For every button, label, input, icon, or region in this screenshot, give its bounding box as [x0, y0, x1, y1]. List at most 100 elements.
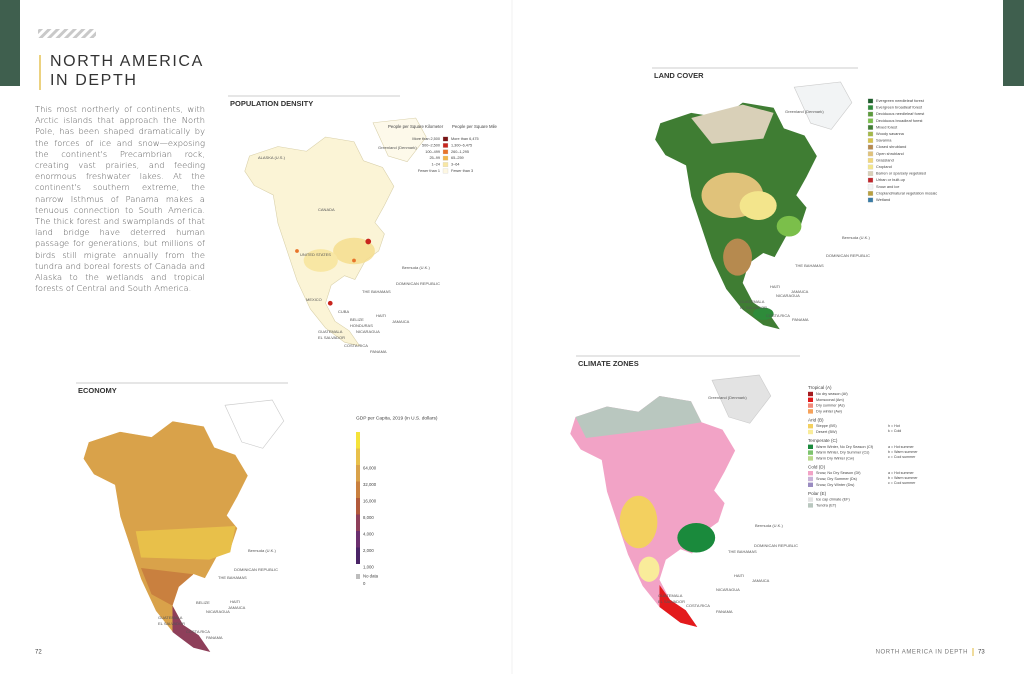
legend-label: Woody savanna	[876, 131, 905, 136]
map-label: NICARAGUA	[776, 293, 800, 298]
legend-label: More than 6,475	[451, 137, 479, 141]
map-label: JAMAICA	[392, 319, 410, 324]
map-label: HAITI	[230, 599, 240, 604]
map-label: THE BAHAMAS	[218, 575, 247, 580]
legend-label: Ice cap climate (EF)	[816, 498, 850, 502]
map-label: PANAMA	[792, 317, 809, 322]
legend-label: Dry summer (As)	[816, 404, 845, 408]
legend-note: k = Cold	[888, 429, 901, 433]
section-title: LAND COVER	[654, 71, 704, 80]
legend-label: Closed shrubland	[876, 144, 906, 149]
legend-label: 1,300–6,475	[451, 143, 472, 147]
legend-label: Steppe (BS)	[816, 424, 837, 428]
map-label: Bermuda (U.K.)	[402, 265, 430, 270]
legend-swatch	[867, 131, 874, 137]
legend-swatch	[867, 197, 874, 203]
legend-swatch	[867, 124, 874, 130]
legend-group: Polar (E)	[808, 491, 827, 496]
map-label: PANAMA	[370, 349, 387, 354]
map-label: COSTA RICA	[686, 603, 710, 608]
legend-group: Cold (D)	[808, 464, 826, 469]
map-label: DOMINICAN REPUBLIC	[234, 567, 278, 572]
legend-swatch	[442, 162, 449, 167]
legend-label: Barren or sparsely vegetated	[876, 171, 926, 176]
legend-label: Warm Winter, Dry Summer (Cs)	[816, 451, 870, 455]
legend-swatch	[808, 471, 813, 476]
edge-tab	[0, 0, 20, 86]
running-head: NORTH AMERICA IN DEPTH	[876, 650, 968, 656]
legend-swatch	[808, 429, 813, 435]
title: IN DEPTH	[50, 72, 137, 89]
map-label: Bermuda (U.K.)	[755, 523, 783, 528]
map-label: BELIZE	[196, 600, 210, 605]
legend-label: Snow, No Dry Season (Df)	[816, 471, 861, 475]
legend-label: 1–24	[432, 163, 440, 167]
map-label: GUATEMALA	[740, 299, 765, 304]
legend-label: Desert (BW)	[816, 430, 838, 434]
legend-label: 8,000	[363, 515, 374, 520]
map-label: GUATEMALA	[658, 593, 683, 598]
legend-label: 1,000	[363, 565, 374, 570]
legend-swatch	[442, 136, 449, 142]
legend-label: 16,000	[363, 499, 377, 504]
legend-swatch	[867, 171, 874, 177]
legend-swatch	[867, 111, 874, 117]
legend-label: Snow, Dry Winter (Dw)	[816, 483, 855, 487]
map-label: Greenland (Denmark)	[708, 395, 747, 400]
legend-label: Monsoonal (Am)	[816, 398, 845, 402]
section-title: POPULATION DENSITY	[230, 99, 313, 108]
legend-group: Temperate (C)	[808, 438, 838, 443]
legend-label: Tundra (ET)	[816, 503, 837, 507]
legend-swatch	[808, 424, 813, 429]
legend-label: Evergreen broadleaf forest	[876, 105, 923, 110]
legend-swatch	[808, 403, 813, 408]
legend-swatch	[356, 514, 360, 531]
legend-label: 4,000	[363, 532, 374, 537]
map-label: JAMAICA	[791, 289, 809, 294]
legend-swatch	[356, 531, 360, 548]
map-label: PANAMA	[206, 635, 223, 640]
legend-swatch	[867, 98, 874, 104]
legend-label: 3–64	[451, 163, 459, 167]
map-label: UNITED STATES	[300, 252, 331, 257]
map-label: GUATEMALA	[158, 615, 183, 620]
legend-label: Cropland	[876, 164, 892, 169]
map-label: NICARAGUA	[356, 329, 380, 334]
intro-text: This most northerly of continents, with …	[35, 104, 205, 294]
legend-label: 100–499	[425, 150, 440, 154]
legend-swatch	[356, 574, 360, 579]
legend-label: Grassland	[876, 157, 894, 162]
legend-swatch	[808, 391, 813, 397]
map-label: DOMINICAN REPUBLIC	[754, 543, 798, 548]
legend-label: 64,000	[363, 466, 377, 471]
legend-swatch	[808, 450, 813, 455]
map-label: NICARAGUA	[716, 587, 740, 592]
map-label: GUATEMALA	[318, 329, 343, 334]
legend-label: Dry winter (Aw)	[816, 409, 843, 413]
map-label: ALASKA (U.S.)	[258, 155, 286, 160]
legend-label: Snow and ice	[876, 184, 899, 189]
section-title: ECONOMY	[78, 386, 117, 395]
legend-label: 0	[363, 581, 366, 586]
land-cover-map	[655, 81, 853, 330]
legend-swatch	[867, 157, 874, 163]
legend-swatch	[808, 456, 813, 461]
legend-swatch	[808, 397, 813, 402]
legend-swatch	[867, 184, 874, 190]
map-label: THE BAHAMAS	[362, 289, 391, 294]
map-label: EL SALVADOR	[158, 621, 185, 626]
map-label: COSTA RICA	[344, 343, 368, 348]
legend-heading: GDP per Capita, 2019 (in U.S. dollars)	[356, 415, 438, 421]
legend-label: Fewer than 3	[451, 169, 473, 173]
map-label: PANAMA	[716, 609, 733, 614]
map-label: COSTA RICA	[766, 313, 790, 318]
title: NORTH AMERICA	[50, 53, 204, 70]
legend-swatch	[356, 481, 360, 498]
legend-group: Tropical (A)	[808, 385, 832, 390]
map-label: DOMINICAN REPUBLIC	[396, 281, 440, 286]
legend-swatch	[867, 177, 874, 183]
legend-label: Wetland	[876, 197, 890, 202]
map-label: BELIZE	[350, 317, 364, 322]
legend-label: No dry season (Af)	[816, 392, 848, 396]
